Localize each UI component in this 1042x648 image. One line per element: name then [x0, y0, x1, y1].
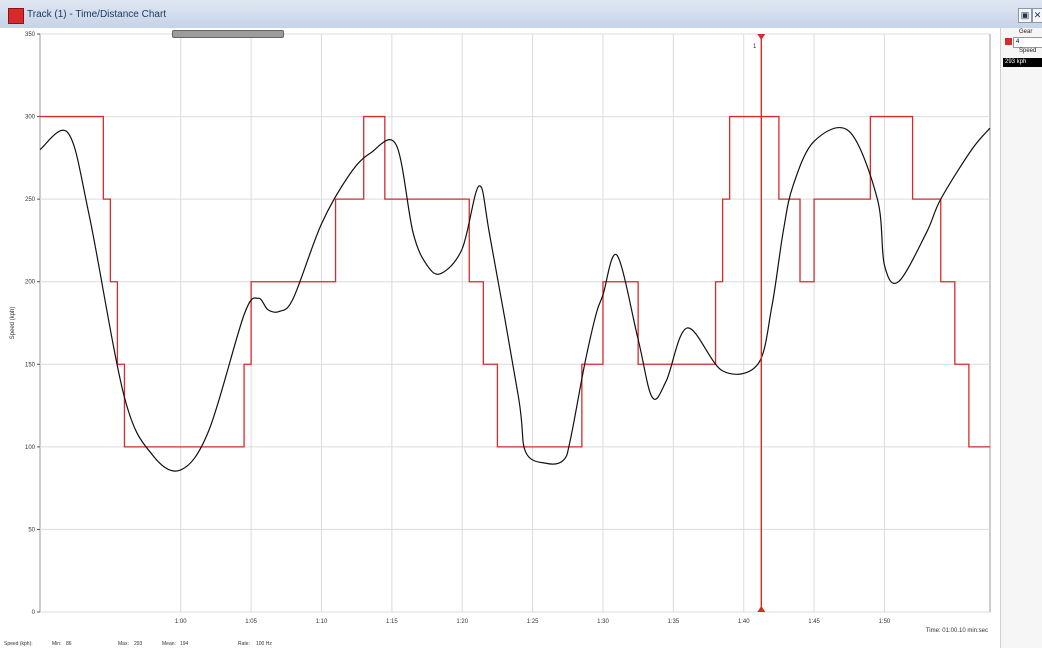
gear-series [40, 115, 990, 448]
app-logo-icon [8, 8, 24, 24]
plot-frame [39, 33, 991, 613]
window-titlebar[interactable]: Track (1) - Time/Distance Chart ▣ ✕ [0, 0, 1042, 29]
close-button[interactable]: ✕ [1032, 8, 1042, 23]
x-tick-label: 1:20 [456, 619, 468, 625]
x-tick-label: 1:30 [597, 619, 609, 625]
footer-rate-value: 100 Hz [256, 641, 272, 647]
cursor-label: 1 [753, 44, 757, 50]
x-tick-label: 1:50 [879, 619, 891, 625]
gear-value: 4 [1013, 37, 1042, 48]
gear-line [40, 115, 990, 448]
y-tick-label: 0 [32, 610, 36, 616]
timeline-scroll-thumb[interactable] [172, 30, 284, 38]
grid-x-lines [180, 34, 885, 612]
x-tick-label: 1:25 [527, 619, 539, 625]
speed-series [39, 127, 991, 472]
plot-area[interactable]: 0 50 100 150 200 250 300 350 1:00 1:05 1:10 1:15 1:… [0, 28, 1000, 638]
footer-speed-label: Speed (kph): [4, 641, 33, 647]
footer-mean-value: 194 [180, 641, 189, 647]
speed-line [39, 127, 991, 472]
window-title: Track (1) - Time/Distance Chart [27, 9, 167, 20]
footer-max-label: Max: [118, 641, 129, 647]
gear-color-swatch [1005, 38, 1012, 45]
x-tick-label: 1:35 [667, 619, 679, 625]
x-tick-label: 1:40 [738, 619, 750, 625]
stats-footer: Speed (kph): Min: 86 Max: 293 Mean: 194 … [0, 638, 1000, 648]
x-tick-label: 1:10 [316, 619, 328, 625]
cursor-bottom-marker [757, 606, 766, 612]
x-tick-label: 1:05 [245, 619, 257, 625]
footer-min-value: 86 [66, 641, 72, 647]
y-tick-labels: 0 50 100 150 200 250 300 350 [25, 32, 40, 616]
legend-panel: Gear 4 Speed 293 kph [1000, 28, 1042, 648]
y-tick-label: 200 [25, 280, 36, 286]
legend-gear-title: Gear [1019, 29, 1033, 35]
x-tick-labels: 1:00 1:05 1:10 1:15 1:20 1:25 1:30 1:35 1:40 1:45… [175, 619, 891, 625]
y-tick-label: 300 [25, 115, 36, 121]
x-tick-label: 1:45 [808, 619, 820, 625]
y-tick-label: 150 [25, 362, 36, 368]
y-tick-label: 250 [25, 197, 36, 203]
maximize-button[interactable]: ▣ [1018, 8, 1032, 23]
legend-speed-title: Speed [1019, 48, 1037, 54]
footer-max-value: 293 [134, 641, 143, 647]
y-tick-label: 50 [28, 527, 35, 533]
y-axis-title: Speed (kph) [10, 307, 16, 340]
x-tick-label: 1:15 [386, 619, 398, 625]
x-axis-title: Time: 01:00.10 min:sec [926, 628, 988, 634]
x-tick-label: 1:00 [175, 619, 187, 625]
cursor-top-marker [757, 34, 766, 40]
y-tick-label: 100 [25, 445, 36, 451]
speed-value: 293 kph [1003, 58, 1042, 67]
footer-min-label: Min: [52, 641, 62, 647]
time-cursor[interactable]: 1 [753, 34, 766, 612]
footer-rate-label: Rate: [238, 641, 250, 647]
footer-mean-label: Mean: [162, 641, 176, 647]
y-tick-label: 350 [25, 32, 36, 38]
